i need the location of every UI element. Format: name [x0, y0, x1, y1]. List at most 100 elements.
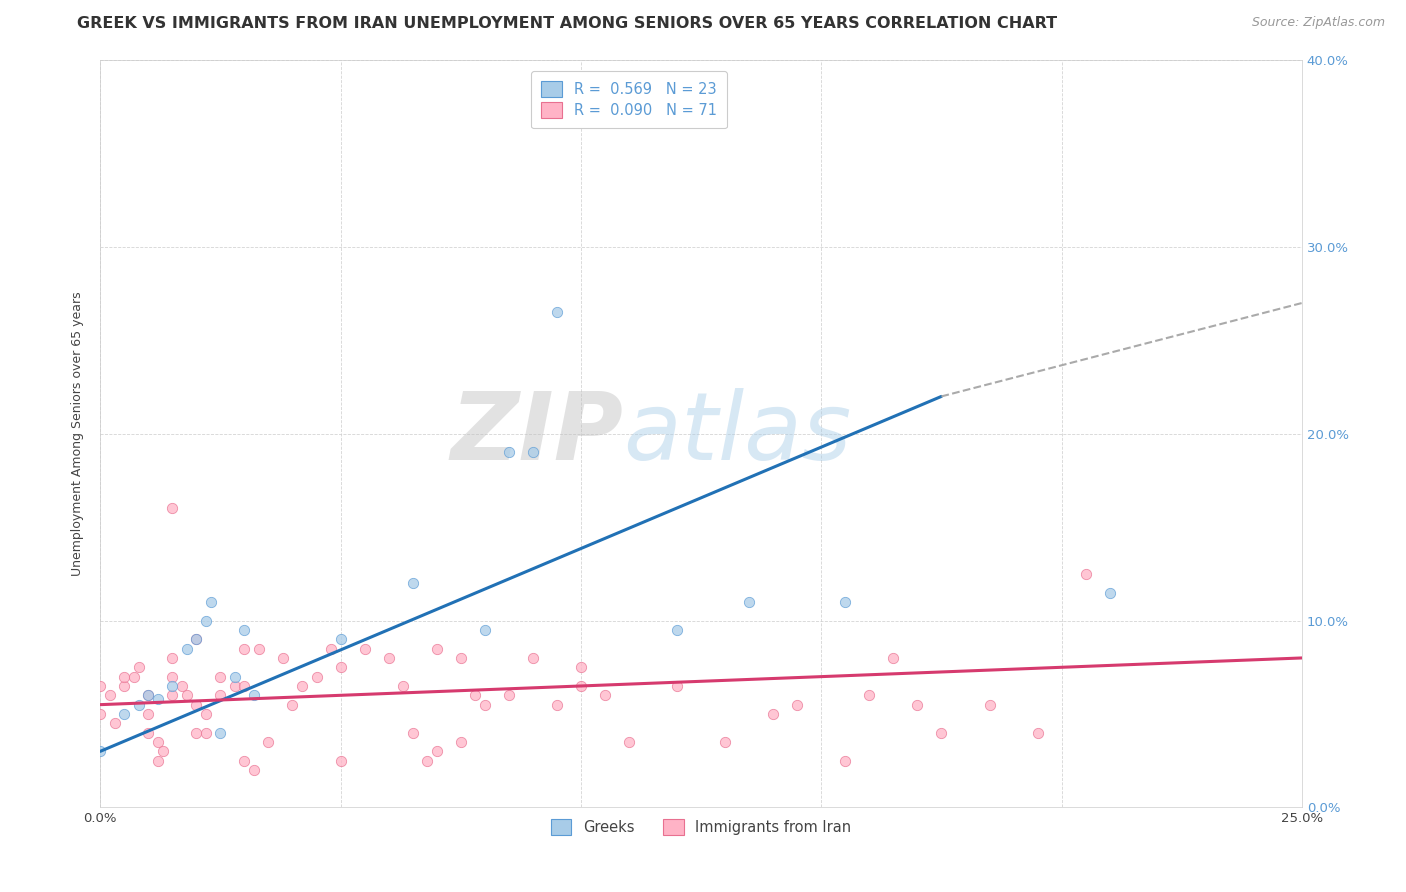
Point — [186, 698, 208, 712]
Point — [122, 670, 145, 684]
Point — [305, 670, 328, 684]
Point — [617, 735, 640, 749]
Text: atlas: atlas — [623, 388, 851, 479]
Point — [546, 305, 568, 319]
Point — [186, 632, 208, 647]
Point — [209, 688, 232, 702]
Point — [569, 660, 592, 674]
Point — [209, 725, 232, 739]
Point — [762, 706, 785, 721]
Point — [243, 763, 266, 777]
Text: GREEK VS IMMIGRANTS FROM IRAN UNEMPLOYMENT AMONG SENIORS OVER 65 YEARS CORRELATI: GREEK VS IMMIGRANTS FROM IRAN UNEMPLOYME… — [77, 16, 1057, 31]
Point — [426, 744, 449, 758]
Point — [247, 641, 270, 656]
Point — [666, 623, 689, 637]
Y-axis label: Unemployment Among Seniors over 65 years: Unemployment Among Seniors over 65 years — [72, 292, 84, 576]
Point — [194, 614, 217, 628]
Point — [224, 670, 246, 684]
Point — [1026, 725, 1049, 739]
Point — [98, 688, 121, 702]
Point — [546, 698, 568, 712]
Point — [786, 698, 808, 712]
Point — [593, 688, 616, 702]
Point — [136, 688, 159, 702]
Point — [233, 679, 256, 693]
Point — [176, 641, 198, 656]
Point — [498, 688, 520, 702]
Point — [176, 688, 198, 702]
Point — [474, 623, 496, 637]
Point — [834, 754, 856, 768]
Point — [233, 641, 256, 656]
Point — [162, 679, 184, 693]
Point — [569, 679, 592, 693]
Point — [162, 501, 184, 516]
Point — [1074, 566, 1097, 581]
Point — [834, 595, 856, 609]
Point — [271, 651, 294, 665]
Point — [152, 744, 174, 758]
Point — [377, 651, 399, 665]
Point — [1098, 585, 1121, 599]
Point — [136, 688, 159, 702]
Point — [243, 688, 266, 702]
Point — [329, 754, 352, 768]
Point — [329, 660, 352, 674]
Point — [426, 641, 449, 656]
Point — [931, 725, 953, 739]
Point — [353, 641, 375, 656]
Point — [498, 445, 520, 459]
Point — [112, 670, 135, 684]
Point — [89, 706, 111, 721]
Point — [89, 744, 111, 758]
Point — [112, 706, 135, 721]
Point — [194, 706, 217, 721]
Point — [291, 679, 314, 693]
Point — [146, 735, 169, 749]
Point — [146, 692, 169, 706]
Point — [186, 632, 208, 647]
Point — [738, 595, 761, 609]
Point — [233, 754, 256, 768]
Point — [209, 670, 232, 684]
Point — [416, 754, 439, 768]
Text: ZIP: ZIP — [450, 388, 623, 480]
Point — [979, 698, 1001, 712]
Legend: Greeks, Immigrants from Iran: Greeks, Immigrants from Iran — [540, 809, 862, 845]
Point — [233, 623, 256, 637]
Point — [136, 706, 159, 721]
Point — [450, 651, 472, 665]
Point — [146, 754, 169, 768]
Point — [522, 445, 544, 459]
Point — [319, 641, 342, 656]
Point — [392, 679, 415, 693]
Point — [128, 660, 150, 674]
Point — [666, 679, 689, 693]
Point — [281, 698, 304, 712]
Point — [402, 725, 425, 739]
Point — [905, 698, 928, 712]
Point — [89, 679, 111, 693]
Point — [257, 735, 280, 749]
Point — [128, 698, 150, 712]
Point — [464, 688, 486, 702]
Text: Source: ZipAtlas.com: Source: ZipAtlas.com — [1251, 16, 1385, 29]
Point — [714, 735, 737, 749]
Point — [474, 698, 496, 712]
Point — [162, 688, 184, 702]
Point — [882, 651, 904, 665]
Point — [194, 725, 217, 739]
Point — [329, 632, 352, 647]
Point — [450, 735, 472, 749]
Point — [112, 679, 135, 693]
Point — [162, 670, 184, 684]
Point — [200, 595, 222, 609]
Point — [402, 576, 425, 591]
Point — [104, 716, 127, 731]
Point — [186, 725, 208, 739]
Point — [136, 725, 159, 739]
Point — [858, 688, 880, 702]
Point — [170, 679, 193, 693]
Point — [224, 679, 246, 693]
Point — [162, 651, 184, 665]
